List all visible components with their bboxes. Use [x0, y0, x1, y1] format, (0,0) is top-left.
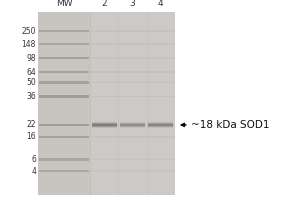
Bar — [90, 71, 175, 73]
Bar — [120, 123, 145, 124]
Bar — [175, 0, 300, 200]
Bar — [147, 12, 175, 195]
Bar — [92, 124, 117, 125]
Bar — [148, 122, 173, 123]
Bar — [120, 126, 145, 127]
Text: 4: 4 — [31, 167, 36, 176]
Text: 250: 250 — [22, 27, 36, 36]
Text: 50: 50 — [26, 78, 36, 87]
Text: ~18 kDa SOD1: ~18 kDa SOD1 — [191, 120, 269, 130]
Bar — [92, 125, 117, 126]
Text: 6: 6 — [31, 155, 36, 164]
Bar — [148, 125, 173, 126]
Text: 4: 4 — [158, 0, 164, 8]
Bar — [90, 43, 175, 45]
Bar — [90, 136, 175, 138]
Text: 36: 36 — [26, 92, 36, 101]
Bar — [92, 125, 117, 126]
Text: 16: 16 — [26, 132, 36, 141]
Bar — [120, 121, 145, 122]
Bar — [120, 125, 145, 126]
Bar — [92, 121, 117, 122]
Bar — [120, 123, 145, 124]
Text: MW: MW — [56, 0, 72, 8]
Bar — [90, 12, 118, 195]
Bar — [120, 126, 145, 127]
Bar — [92, 123, 117, 124]
Bar — [90, 96, 175, 97]
Bar — [92, 122, 117, 123]
Bar — [92, 127, 117, 128]
Bar — [92, 123, 117, 124]
Bar — [90, 124, 175, 126]
Text: 3: 3 — [130, 0, 135, 8]
Bar — [90, 159, 175, 160]
Bar — [92, 127, 117, 128]
Bar — [39, 170, 89, 172]
Bar — [39, 81, 89, 84]
Text: 22: 22 — [26, 120, 36, 129]
Bar — [92, 124, 117, 125]
Bar — [148, 126, 173, 127]
Bar — [39, 71, 89, 73]
Bar — [92, 126, 117, 127]
Bar — [38, 12, 175, 195]
Bar — [39, 30, 89, 32]
Bar — [118, 12, 147, 195]
Bar — [39, 43, 89, 45]
Bar — [148, 127, 173, 128]
Text: 2: 2 — [101, 0, 107, 8]
Bar — [148, 126, 173, 127]
Bar — [148, 121, 173, 122]
Bar — [39, 136, 89, 138]
Text: 98: 98 — [26, 54, 36, 63]
Bar — [120, 127, 145, 128]
Bar — [120, 122, 145, 123]
Bar — [148, 123, 173, 124]
Bar — [39, 95, 89, 98]
Bar — [39, 158, 89, 161]
Bar — [148, 124, 173, 125]
Bar — [90, 30, 175, 32]
Bar — [120, 122, 145, 123]
Bar — [148, 122, 173, 123]
Bar — [148, 125, 173, 126]
Bar — [120, 124, 145, 125]
Bar — [148, 124, 173, 125]
Text: 148: 148 — [22, 40, 36, 49]
Bar — [90, 57, 175, 59]
Bar — [92, 126, 117, 127]
Bar — [148, 127, 173, 128]
Bar — [120, 124, 145, 125]
Bar — [120, 125, 145, 126]
Bar — [90, 82, 175, 83]
Bar — [39, 124, 89, 126]
Bar — [38, 12, 90, 195]
Bar — [39, 57, 89, 59]
Bar — [92, 122, 117, 123]
Bar — [120, 127, 145, 128]
Text: 64: 64 — [26, 68, 36, 77]
Bar — [148, 123, 173, 124]
Bar — [90, 170, 175, 172]
